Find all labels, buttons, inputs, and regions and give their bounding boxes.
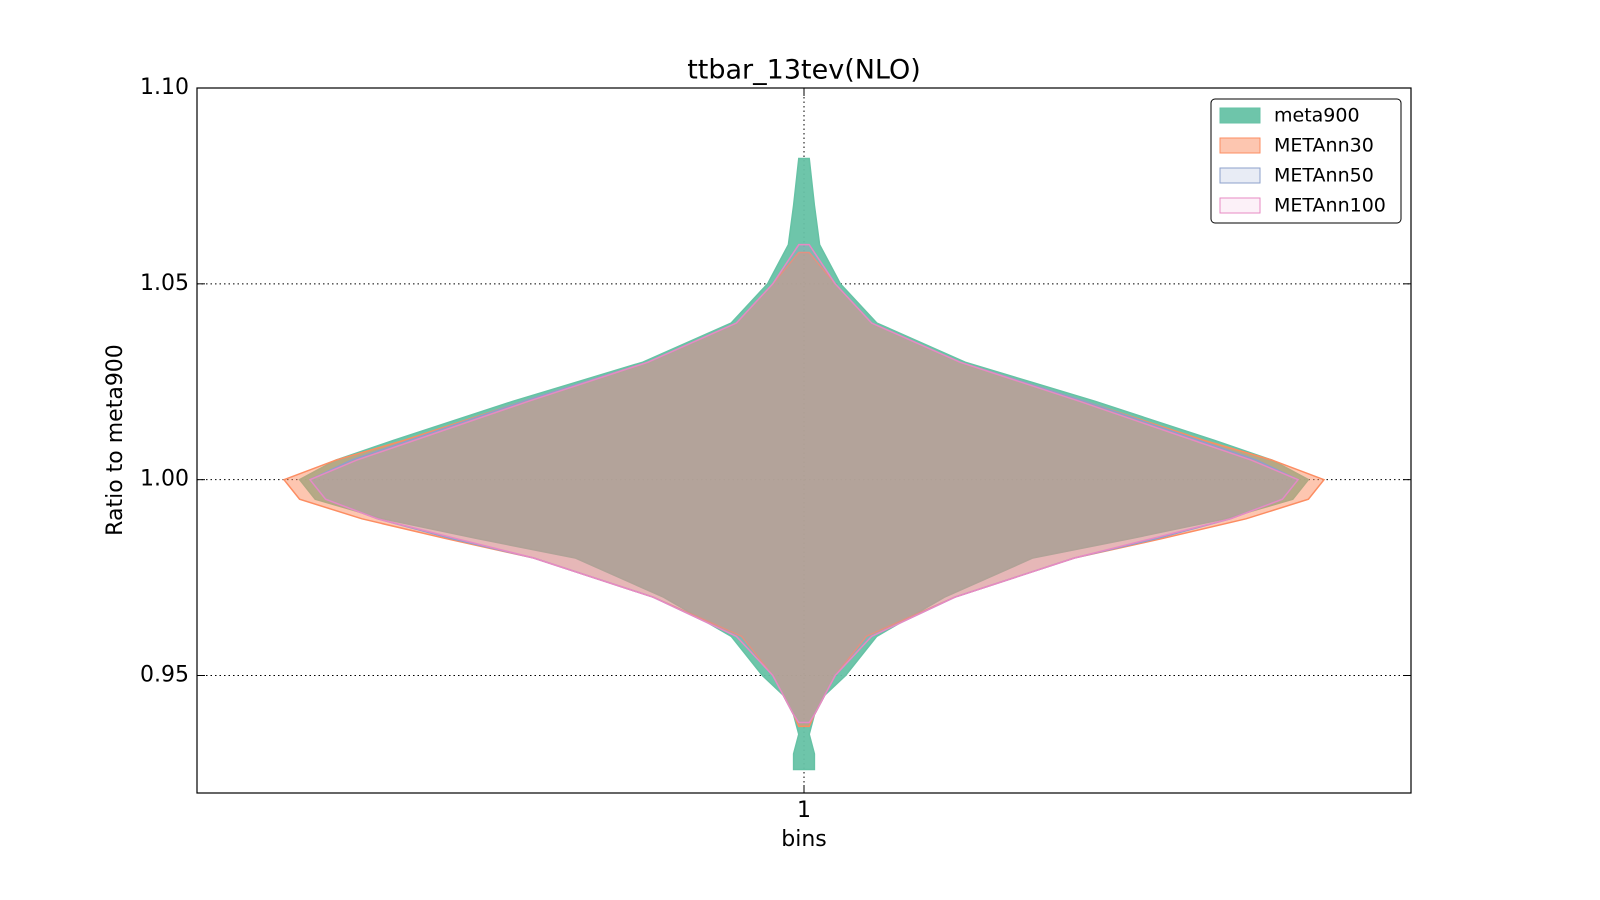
y-tick-label: 1.00 [140,467,189,492]
legend-swatch [1219,197,1261,214]
violin [308,243,1300,724]
x-axis-label: bins [781,827,826,852]
legend-label: meta900 [1274,105,1360,127]
plot-frame [196,87,1412,794]
y-tick-label: 1.05 [140,271,189,296]
legend-label: METAnn100 [1274,195,1386,217]
legend-swatch [1219,167,1261,184]
chart-title: ttbar_13tev(NLO) [687,55,921,86]
y-tick-label: 0.95 [140,663,189,688]
legend-swatch [1219,137,1261,154]
legend-swatch [1219,107,1261,124]
legend: meta900 METAnn30 METAnn50 METAnn100 [1210,98,1402,224]
legend-label: METAnn50 [1274,165,1374,187]
violin [282,251,1326,728]
x-tick-label: 1 [797,798,811,823]
y-axis-label: Ratio to meta900 [103,344,128,536]
legend-label: METAnn30 [1274,135,1374,157]
y-tick-label: 1.10 [140,75,189,100]
legend-frame [1210,98,1402,224]
